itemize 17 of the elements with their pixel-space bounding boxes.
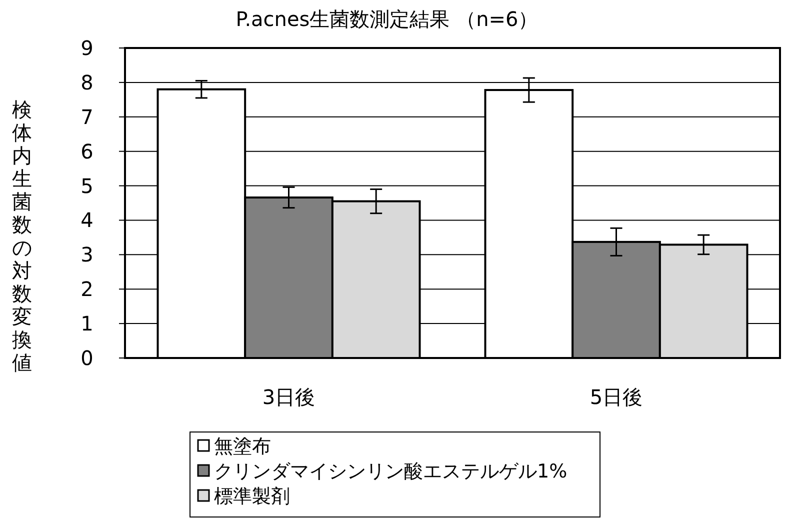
legend-label: クリンダマイシンリン酸エステルゲル1% (214, 460, 568, 483)
y-tick-label: 9 (80, 36, 94, 60)
y-tick-label: 7 (80, 104, 94, 129)
y-tick-label: 1 (80, 312, 94, 336)
y-tick-label: 4 (80, 208, 94, 232)
y-tick-label: 6 (80, 139, 94, 164)
x-tick-label: 5日後 (590, 385, 643, 409)
y-tick-label: 5 (80, 174, 94, 198)
y-tick-label: 3 (80, 242, 94, 267)
text: 検体内生菌数の対数変換値 (12, 98, 32, 374)
chart-title: P.acnes生菌数測定結果 （n=6） (236, 7, 538, 31)
y-tick-label: 8 (80, 70, 94, 94)
x-tick-label: 3日後 (262, 385, 316, 409)
y-tick-label: 0 (80, 346, 94, 370)
legend-label: 標準製剤 (214, 486, 290, 508)
y-tick-label: 2 (80, 277, 94, 302)
legend-label: 無塗布 (214, 436, 271, 458)
